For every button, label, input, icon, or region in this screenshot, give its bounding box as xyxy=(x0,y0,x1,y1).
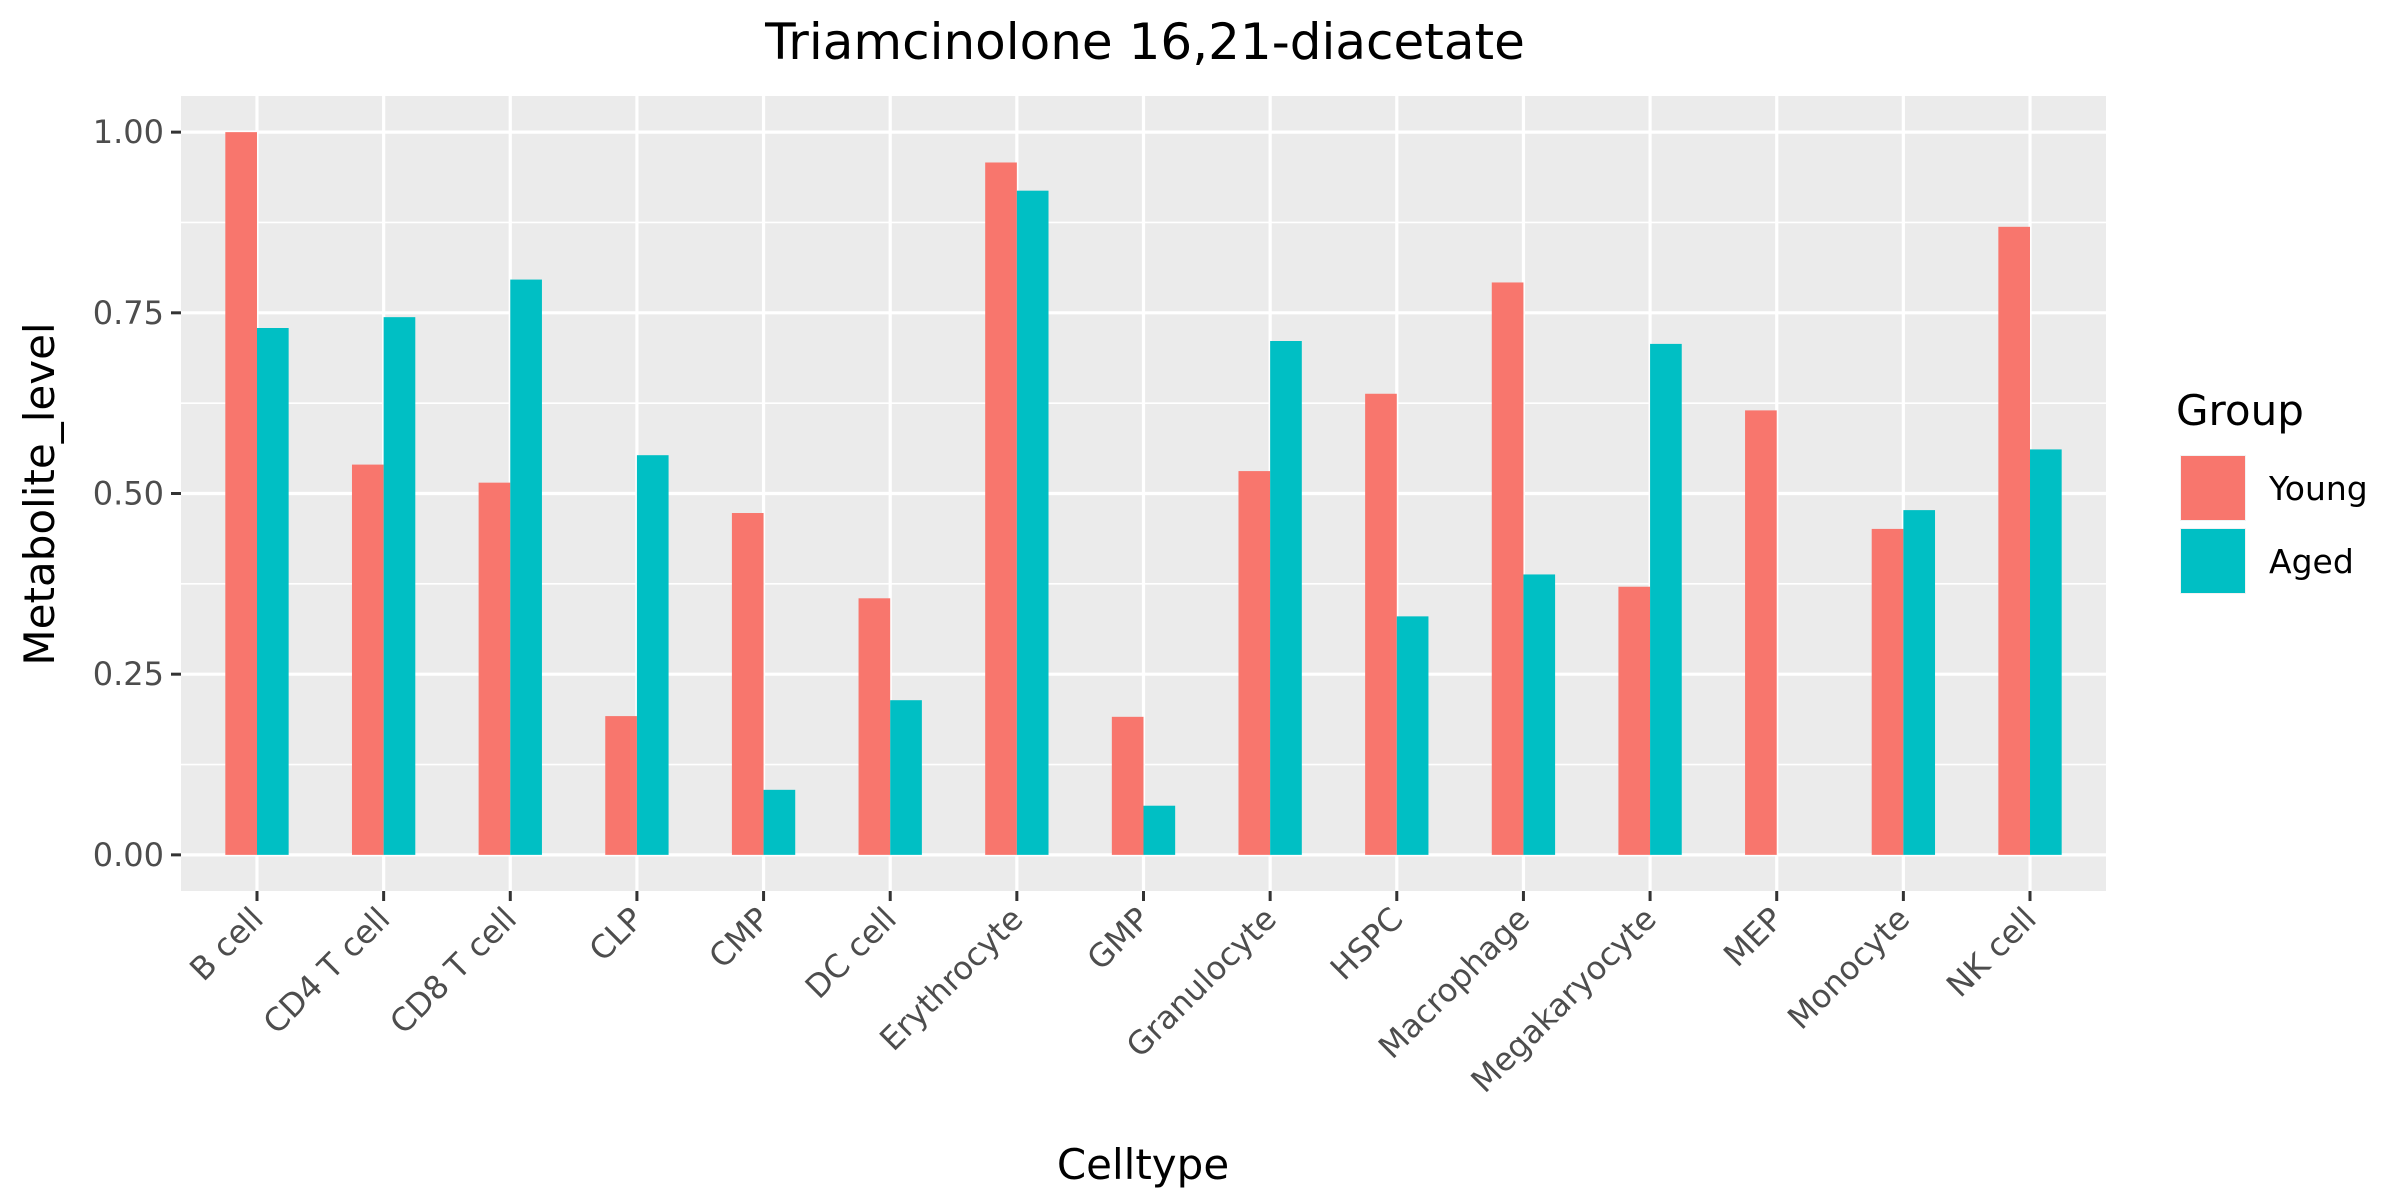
x-tick-label: CD4 T cell xyxy=(256,900,398,1042)
y-tick-label: 0.00 xyxy=(93,836,164,874)
legend: Group Young Aged xyxy=(2176,386,2368,594)
bar-young-clp xyxy=(605,716,637,855)
bar-aged-monocyte xyxy=(1903,510,1936,855)
bar-aged-hspc xyxy=(1396,616,1429,855)
y-tick-label: 1.00 xyxy=(93,113,164,151)
x-tick-label: Monocyte xyxy=(1780,900,1917,1037)
bar-young-macrophage xyxy=(1491,282,1524,855)
x-tick-label: GMP xyxy=(1080,900,1158,978)
x-tick-label: NK cell xyxy=(1939,900,2044,1005)
bar-aged-megakaryocyte xyxy=(1650,343,1682,855)
bar-young-megakaryocyte xyxy=(1618,586,1651,855)
bars xyxy=(225,132,2062,855)
bar-aged-gmp xyxy=(1143,805,1176,855)
x-tick-label: CLP xyxy=(582,900,651,969)
chart-title: Triamcinolone 16,21-diacetate xyxy=(764,13,1525,71)
legend-swatch-aged xyxy=(2181,529,2245,593)
bar-aged-cmp xyxy=(763,789,796,855)
y-tick-label: 0.75 xyxy=(93,294,164,332)
bar-young-mep xyxy=(1745,410,1777,855)
legend-label-young: Young xyxy=(2268,469,2368,508)
bar-young-granulocyte xyxy=(1238,471,1271,855)
bar-young-cd4-t-cell xyxy=(351,464,384,855)
x-tick-label: HSPC xyxy=(1323,900,1411,988)
bar-aged-nk-cell xyxy=(2030,449,2062,855)
bar-young-monocyte xyxy=(1871,528,1904,855)
bar-aged-erythrocyte xyxy=(1016,190,1049,855)
bar-young-erythrocyte xyxy=(985,162,1017,855)
x-tick-label: CD8 T cell xyxy=(382,900,524,1042)
bar-aged-b-cell xyxy=(256,327,289,855)
bar-aged-macrophage xyxy=(1523,574,1556,855)
x-tick-label: MEP xyxy=(1716,900,1790,974)
x-tick-label: CMP xyxy=(701,900,777,976)
bar-aged-granulocyte xyxy=(1270,341,1302,855)
y-axis-title: Metabolite_level xyxy=(15,322,64,665)
y-axis: 0.00 0.25 0.50 0.75 1.00 xyxy=(93,113,181,874)
y-tick-label: 0.25 xyxy=(93,655,164,693)
y-tick-label: 0.50 xyxy=(93,475,164,513)
bar-young-nk-cell xyxy=(1998,226,2031,855)
bar-young-b-cell xyxy=(225,132,257,855)
legend-swatch-young xyxy=(2181,456,2245,520)
bar-aged-dc-cell xyxy=(890,700,922,855)
bar-young-cmp xyxy=(731,513,764,855)
bar-young-gmp xyxy=(1111,716,1144,855)
bar-aged-clp xyxy=(636,455,669,855)
legend-title: Group xyxy=(2176,386,2304,435)
bar-young-hspc xyxy=(1365,393,1397,855)
bar-young-dc-cell xyxy=(858,598,891,855)
bar-young-cd8-t-cell xyxy=(478,482,511,855)
bar-aged-cd4-t-cell xyxy=(383,317,416,855)
bar-aged-cd8-t-cell xyxy=(510,279,542,855)
x-tick-label: B cell xyxy=(182,900,271,989)
x-axis-title: Celltype xyxy=(1057,1140,1229,1189)
legend-label-aged: Aged xyxy=(2269,542,2354,581)
x-tick-label: DC cell xyxy=(798,900,904,1006)
